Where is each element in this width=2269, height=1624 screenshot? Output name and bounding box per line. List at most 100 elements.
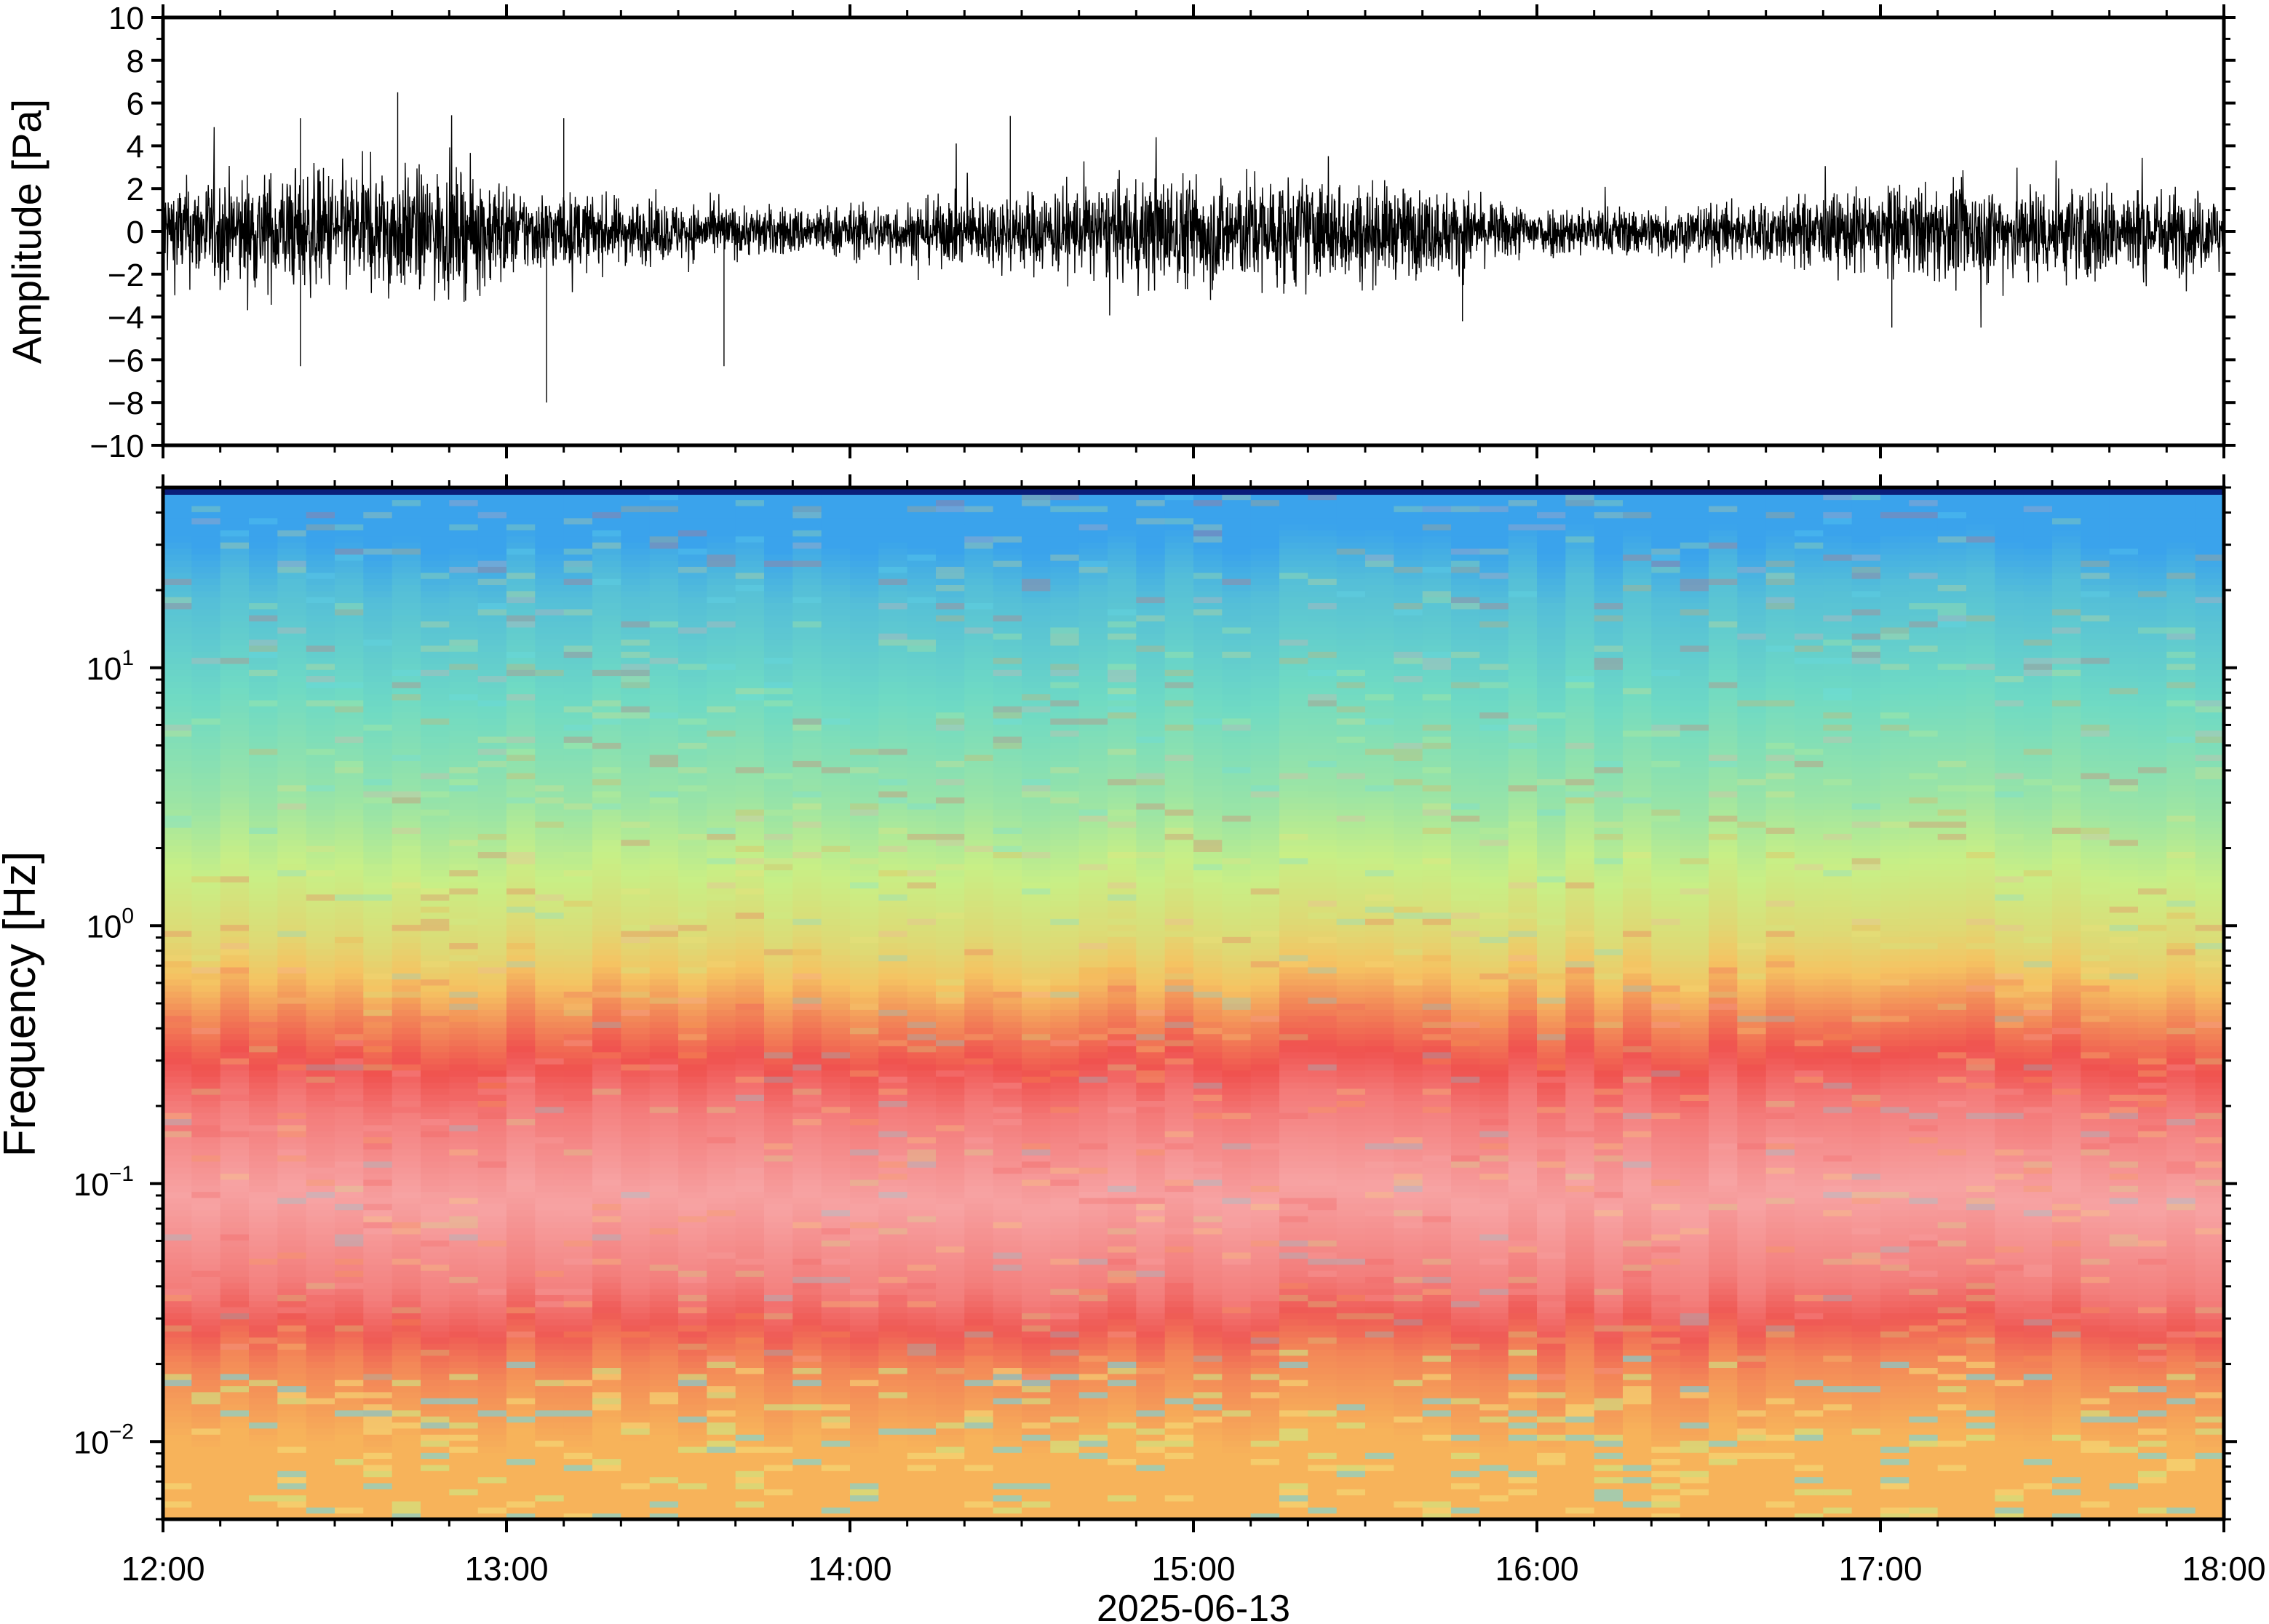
spectrogram-cell bbox=[249, 1349, 278, 1356]
spectrogram-cell bbox=[477, 663, 507, 670]
spectrogram-cell bbox=[191, 626, 221, 634]
spectrogram-cell bbox=[764, 1416, 793, 1423]
spectrogram-cell bbox=[878, 1416, 908, 1423]
spectrogram-cell bbox=[936, 1513, 965, 1519]
spectrogram-cell bbox=[764, 615, 793, 622]
spectrogram-cell bbox=[821, 1027, 851, 1035]
spectrogram-cell bbox=[649, 1446, 679, 1453]
spectrogram-cell bbox=[964, 1215, 994, 1222]
spectrogram-cell bbox=[563, 1051, 593, 1059]
spectrogram-cell bbox=[306, 1318, 335, 1326]
spectrogram-cell bbox=[649, 742, 679, 749]
spectrogram-cell bbox=[477, 924, 507, 931]
spectrogram-cell bbox=[563, 1476, 593, 1484]
spectrogram-cell bbox=[964, 1015, 994, 1022]
spectrogram-cell bbox=[735, 1197, 765, 1204]
spectrogram-cell bbox=[506, 760, 536, 768]
spectrogram-cell bbox=[678, 839, 707, 846]
spectrogram-cell bbox=[678, 875, 707, 883]
spectrogram-cell bbox=[363, 864, 393, 871]
spectrogram-cell bbox=[735, 663, 765, 670]
spectrogram-cell bbox=[535, 1282, 565, 1289]
spectrogram-cell bbox=[707, 882, 736, 889]
spectrogram-cell bbox=[363, 912, 393, 919]
spectrogram-cell bbox=[821, 839, 851, 846]
spectrogram-cell bbox=[421, 851, 450, 859]
spectrogram-cell bbox=[421, 663, 450, 670]
spectrogram-cell bbox=[792, 924, 822, 931]
spectrogram-cell bbox=[563, 706, 593, 713]
spectrogram-cell bbox=[563, 1337, 593, 1344]
spectrogram-cell bbox=[563, 688, 593, 695]
spectrogram-cell bbox=[477, 718, 507, 725]
spectrogram-cell bbox=[907, 942, 937, 950]
spectrogram-cell bbox=[535, 1142, 565, 1150]
spectrogram-cell bbox=[363, 1088, 393, 1095]
spectrogram-cell bbox=[907, 542, 937, 549]
spectrogram-cell bbox=[306, 1142, 335, 1150]
spectrogram-cell bbox=[592, 755, 621, 761]
spectrogram-cell bbox=[277, 918, 307, 926]
spectrogram-cell bbox=[563, 1185, 593, 1193]
spectrogram-cell bbox=[421, 693, 450, 701]
spectrogram-cell bbox=[563, 506, 593, 512]
spectrogram-cell bbox=[535, 1240, 565, 1247]
spectrogram-cell bbox=[792, 857, 822, 864]
spectrogram-cell bbox=[621, 1003, 651, 1010]
spectrogram-cell bbox=[277, 730, 307, 737]
spectrogram-cell bbox=[678, 1222, 707, 1229]
spectrogram-cell bbox=[621, 1264, 651, 1271]
spectrogram-cell bbox=[363, 699, 393, 706]
spectrogram-cell bbox=[477, 1222, 507, 1229]
spectrogram-cell bbox=[191, 1270, 221, 1277]
spectrogram-cell bbox=[421, 1367, 450, 1374]
spectrogram-cell bbox=[249, 851, 278, 859]
spectrogram-cell bbox=[335, 1464, 364, 1471]
spectrogram-cell bbox=[764, 566, 793, 573]
spectrogram-cell bbox=[792, 803, 822, 810]
spectrogram-cell bbox=[592, 1331, 621, 1338]
spectrogram-cell bbox=[421, 1240, 450, 1247]
spectrogram-cell bbox=[735, 924, 765, 931]
spectrogram-cell bbox=[621, 1276, 651, 1283]
spectrogram-cell bbox=[878, 882, 908, 889]
spectrogram-cell bbox=[249, 1142, 278, 1150]
spectrogram-cell bbox=[936, 967, 965, 974]
spectrogram-cell bbox=[277, 572, 307, 579]
spectrogram-cell bbox=[163, 773, 192, 779]
spectrogram-cell bbox=[850, 1513, 879, 1519]
spectrogram-cell bbox=[477, 1112, 507, 1119]
spectrogram-cell bbox=[306, 912, 335, 919]
spectrogram-cell bbox=[907, 554, 937, 561]
spectrogram-cell bbox=[220, 1252, 250, 1259]
spectrogram-cell bbox=[449, 1033, 479, 1040]
spectrogram-cell bbox=[477, 688, 507, 695]
spectrogram-cell bbox=[363, 1385, 393, 1393]
spectrogram-cell bbox=[936, 882, 965, 889]
spectrogram-cell bbox=[277, 657, 307, 664]
spectrogram-cell bbox=[392, 1046, 421, 1053]
spectrogram-cell bbox=[821, 584, 851, 592]
spectrogram-cell bbox=[449, 706, 479, 713]
spectrogram-cell bbox=[220, 1076, 250, 1083]
spectrogram-cell bbox=[678, 779, 707, 786]
spectrogram-cell bbox=[335, 1398, 364, 1405]
spectrogram-cell bbox=[421, 536, 450, 543]
spectrogram-cell bbox=[335, 906, 364, 913]
spectrogram-cell bbox=[449, 1276, 479, 1283]
spectrogram-cell bbox=[649, 1331, 679, 1338]
spectrogram-cell bbox=[592, 1124, 621, 1131]
spectrogram-cell bbox=[163, 1373, 192, 1380]
spectrogram-cell bbox=[392, 1513, 421, 1519]
spectrogram-cell bbox=[707, 1173, 736, 1180]
spectrogram-cell bbox=[735, 536, 765, 543]
spectrogram-cell bbox=[764, 1270, 793, 1277]
spectrogram-cell bbox=[592, 1252, 621, 1259]
spectrogram-cell bbox=[277, 1240, 307, 1247]
spectrogram-cell bbox=[735, 985, 765, 992]
spectrogram-cell bbox=[449, 1409, 479, 1417]
spectrogram-cell bbox=[621, 967, 651, 974]
spectrogram-cell bbox=[449, 1106, 479, 1113]
spectrogram-cell bbox=[936, 1440, 965, 1447]
spectrogram-cell bbox=[306, 827, 335, 834]
